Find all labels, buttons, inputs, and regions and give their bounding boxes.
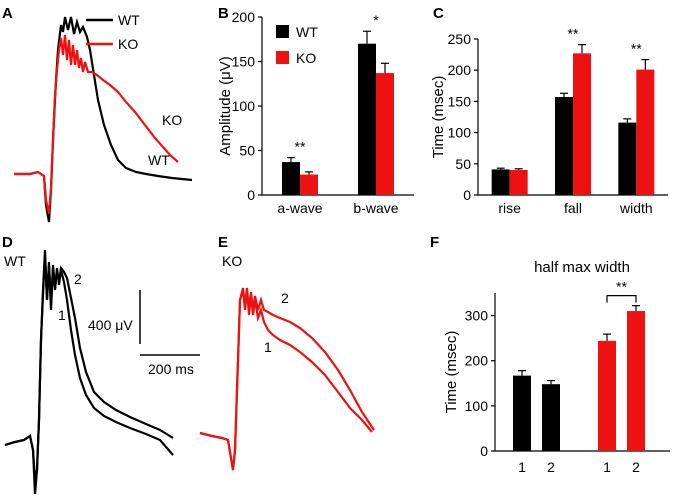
- panel-e-label-1: 1: [264, 339, 272, 355]
- panel-e-traces: [199, 287, 375, 471]
- y-tick-label: 0: [480, 443, 488, 459]
- panel-label-e: E: [218, 234, 228, 251]
- panel-label-f: F: [430, 234, 439, 251]
- trace-label-ko: KO: [162, 112, 182, 128]
- x-tick-label: width: [619, 200, 653, 216]
- scale-bar-voltage-label: 400 μV: [88, 317, 133, 333]
- legend-wt-label: WT: [118, 12, 140, 28]
- bar-wt-b-wave: [358, 43, 376, 196]
- y-tick-label: 0: [463, 187, 471, 203]
- trace-e-1: [199, 289, 373, 471]
- y-tick-label: 250: [448, 31, 472, 47]
- legend-ko-label: KO: [118, 36, 138, 52]
- trace-a-wt: [14, 16, 193, 223]
- panel-d-label-2: 2: [74, 271, 82, 287]
- legend-swatch-wt: [276, 25, 289, 38]
- y-tick-label: 100: [465, 398, 489, 414]
- x-tick-label: rise: [498, 200, 521, 216]
- chart-c: 0 50 100 150 200 250 Time (msec) rise fall ** widt…: [430, 26, 668, 216]
- significance-marker: **: [631, 41, 642, 57]
- legend-swatch-ko: [276, 51, 289, 64]
- panel-a-traces: [14, 16, 193, 223]
- y-tick-label: 200: [448, 62, 472, 78]
- bar-ko-width: [636, 69, 655, 195]
- panel-label-b: B: [218, 5, 229, 22]
- bar-wt-fall: [555, 97, 573, 195]
- panel-label-d: D: [2, 234, 13, 251]
- significance-marker: **: [616, 279, 627, 295]
- x-tick-label: 2: [632, 459, 640, 475]
- bar-ko-2: [627, 311, 645, 451]
- bar-ko-b-wave: [376, 73, 394, 195]
- y-tick-label: 100: [232, 98, 256, 114]
- bar-wt-1: [513, 375, 531, 451]
- bar-ko-rise: [509, 170, 528, 195]
- bar-ko-fall: [573, 53, 591, 195]
- trace-d-2: [4, 254, 174, 495]
- y-axis-label: Amplitude (μV): [217, 56, 234, 156]
- chart-title: half max width: [534, 259, 630, 276]
- y-axis-label: Time (msec): [443, 331, 460, 414]
- y-tick-label: 150: [448, 93, 472, 109]
- panel-d-condition: WT: [4, 253, 26, 269]
- chart-b: 0 50 100 150 200 Amplitude (μV) a-wave ** b-wave…: [217, 9, 414, 216]
- panel-label-a: A: [2, 5, 13, 22]
- scale-bar: 400 μV 200 ms: [88, 290, 200, 377]
- trace-a-ko: [14, 34, 179, 215]
- y-tick-label: 200: [465, 353, 489, 369]
- bar-wt-width: [618, 122, 637, 195]
- bar-wt-2: [542, 384, 560, 451]
- legend-label-wt: WT: [296, 24, 318, 40]
- bar-wt-a-wave: [282, 162, 300, 195]
- scale-bar-time-label: 200 ms: [148, 361, 194, 377]
- y-tick-label: 50: [239, 143, 255, 159]
- x-tick-label: fall: [564, 200, 582, 216]
- bar-wt-rise: [491, 169, 510, 195]
- y-axis-label: Time (msec): [430, 76, 447, 159]
- x-tick-label: 1: [518, 459, 526, 475]
- panel-a-legend: WT KO: [86, 12, 140, 52]
- y-tick-label: 0: [247, 187, 255, 203]
- x-tick-label: 2: [547, 459, 555, 475]
- y-tick-label: 300: [465, 308, 489, 324]
- y-tick-label: 50: [455, 156, 471, 172]
- x-tick-label: a-wave: [277, 200, 322, 216]
- panel-d-label-1: 1: [58, 307, 66, 323]
- significance-marker: *: [373, 12, 379, 28]
- chart-f: 0 100 200 300 Time (msec) 1 2 1 2 half max width *…: [443, 259, 670, 475]
- x-tick-label: b-wave: [353, 200, 398, 216]
- trace-label-wt: WT: [148, 152, 170, 168]
- significance-bracket: [606, 295, 637, 303]
- trace-e-2: [199, 287, 375, 471]
- panel-label-c: C: [433, 5, 444, 22]
- significance-marker: **: [295, 139, 306, 155]
- panel-d-traces: [4, 249, 174, 495]
- significance-marker: **: [568, 26, 579, 42]
- y-tick-label: 150: [232, 54, 256, 70]
- panel-e-condition: KO: [222, 253, 242, 269]
- bar-ko-a-wave: [300, 174, 318, 195]
- legend-label-ko: KO: [296, 50, 316, 66]
- y-tick-label: 100: [448, 125, 472, 141]
- x-tick-label: 1: [603, 459, 611, 475]
- y-tick-label: 200: [232, 9, 256, 25]
- panel-e-label-2: 2: [281, 290, 289, 306]
- bar-ko-1: [598, 340, 616, 451]
